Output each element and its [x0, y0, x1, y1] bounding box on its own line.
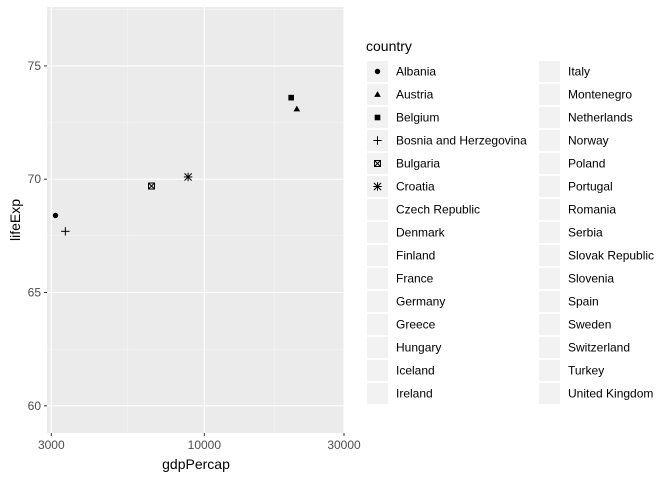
legend-key	[539, 176, 560, 197]
legend-label: Czech Republic	[396, 203, 480, 217]
legend-label: Iceland	[396, 364, 435, 378]
grid-major	[47, 7, 345, 433]
y-tick-label: 75	[28, 59, 42, 73]
legend-key-marker	[374, 160, 381, 167]
legend-key	[539, 130, 560, 151]
legend-label: Montenegro	[568, 88, 632, 102]
data-points	[52, 94, 301, 236]
legend-label: Slovenia	[568, 272, 614, 286]
x-tick-label: 30000	[327, 438, 361, 452]
legend-key-marker	[374, 68, 381, 75]
legend-label: Spain	[568, 295, 599, 309]
y-axis-title: lifeExp	[7, 199, 23, 241]
legend-label: Netherlands	[568, 111, 633, 125]
legend-label: Portugal	[568, 180, 613, 194]
x-axis: 3000 10000 30000	[38, 433, 361, 452]
data-point	[52, 212, 59, 219]
y-axis: 60 65 70 75	[28, 59, 47, 413]
x-tick-label: 3000	[38, 438, 65, 452]
legend-key	[367, 268, 388, 289]
legend-label: Slovak Republic	[568, 249, 654, 263]
legend-label: Sweden	[568, 318, 611, 332]
data-point	[183, 172, 193, 182]
legend-key	[539, 153, 560, 174]
legend-label: Bulgaria	[396, 157, 440, 171]
legend-key	[367, 222, 388, 243]
legend-label: Poland	[568, 157, 605, 171]
y-tick-label: 60	[28, 399, 42, 413]
y-tick-label: 70	[28, 172, 42, 186]
legend-label: Croatia	[396, 180, 435, 194]
legend-label: Romania	[568, 203, 616, 217]
legend-label: Hungary	[396, 341, 441, 355]
legend-label: Finland	[396, 249, 435, 263]
legend-key	[367, 245, 388, 266]
legend-key	[367, 337, 388, 358]
legend-key	[539, 360, 560, 381]
legend-label: France	[396, 272, 434, 286]
legend-key	[539, 84, 560, 105]
legend-label: Austria	[396, 88, 434, 102]
legend-key-marker	[373, 136, 382, 145]
legend-key	[367, 360, 388, 381]
legend-key	[539, 245, 560, 266]
legend-key-marker	[373, 182, 382, 191]
data-point	[288, 94, 294, 101]
legend-key	[367, 314, 388, 335]
legend-label: Ireland	[396, 387, 433, 401]
legend-label: Norway	[568, 134, 609, 148]
legend-label: Italy	[568, 65, 590, 79]
data-point	[148, 182, 156, 190]
legend-key	[539, 314, 560, 335]
data-point	[61, 227, 70, 236]
legend: country Albania Austria Belgium Bosnia and …	[366, 38, 654, 404]
legend-key	[367, 291, 388, 312]
legend-label: Germany	[396, 295, 445, 309]
legend-key	[539, 222, 560, 243]
legend-label: Albania	[396, 65, 436, 79]
legend-label: Bosnia and Herzegovina	[396, 134, 527, 148]
legend-key-marker	[374, 91, 381, 97]
legend-key	[539, 199, 560, 220]
legend-key	[539, 61, 560, 82]
x-tick-label: 10000	[188, 438, 222, 452]
legend-label: Serbia	[568, 226, 603, 240]
legend-key	[367, 199, 388, 220]
legend-key	[539, 383, 560, 404]
legend-label: Denmark	[396, 226, 446, 240]
plot-panel	[47, 7, 344, 433]
data-point	[293, 105, 301, 112]
legend-key	[539, 337, 560, 358]
legend-title: country	[366, 38, 412, 54]
x-axis-title: gdpPercap	[162, 456, 230, 472]
legend-key-marker	[374, 114, 381, 121]
legend-key	[539, 268, 560, 289]
legend-key	[367, 383, 388, 404]
legend-label: Belgium	[396, 111, 439, 125]
y-tick-label: 65	[28, 286, 42, 300]
legend-label: Switzerland	[568, 341, 630, 355]
legend-label: United Kingdom	[568, 387, 653, 401]
legend-key	[539, 291, 560, 312]
legend-items: Albania Austria Belgium Bosnia and Herzegov…	[367, 61, 654, 404]
legend-label: Turkey	[568, 364, 604, 378]
legend-key	[539, 107, 560, 128]
legend-label: Greece	[396, 318, 436, 332]
grid-minor	[47, 7, 344, 433]
